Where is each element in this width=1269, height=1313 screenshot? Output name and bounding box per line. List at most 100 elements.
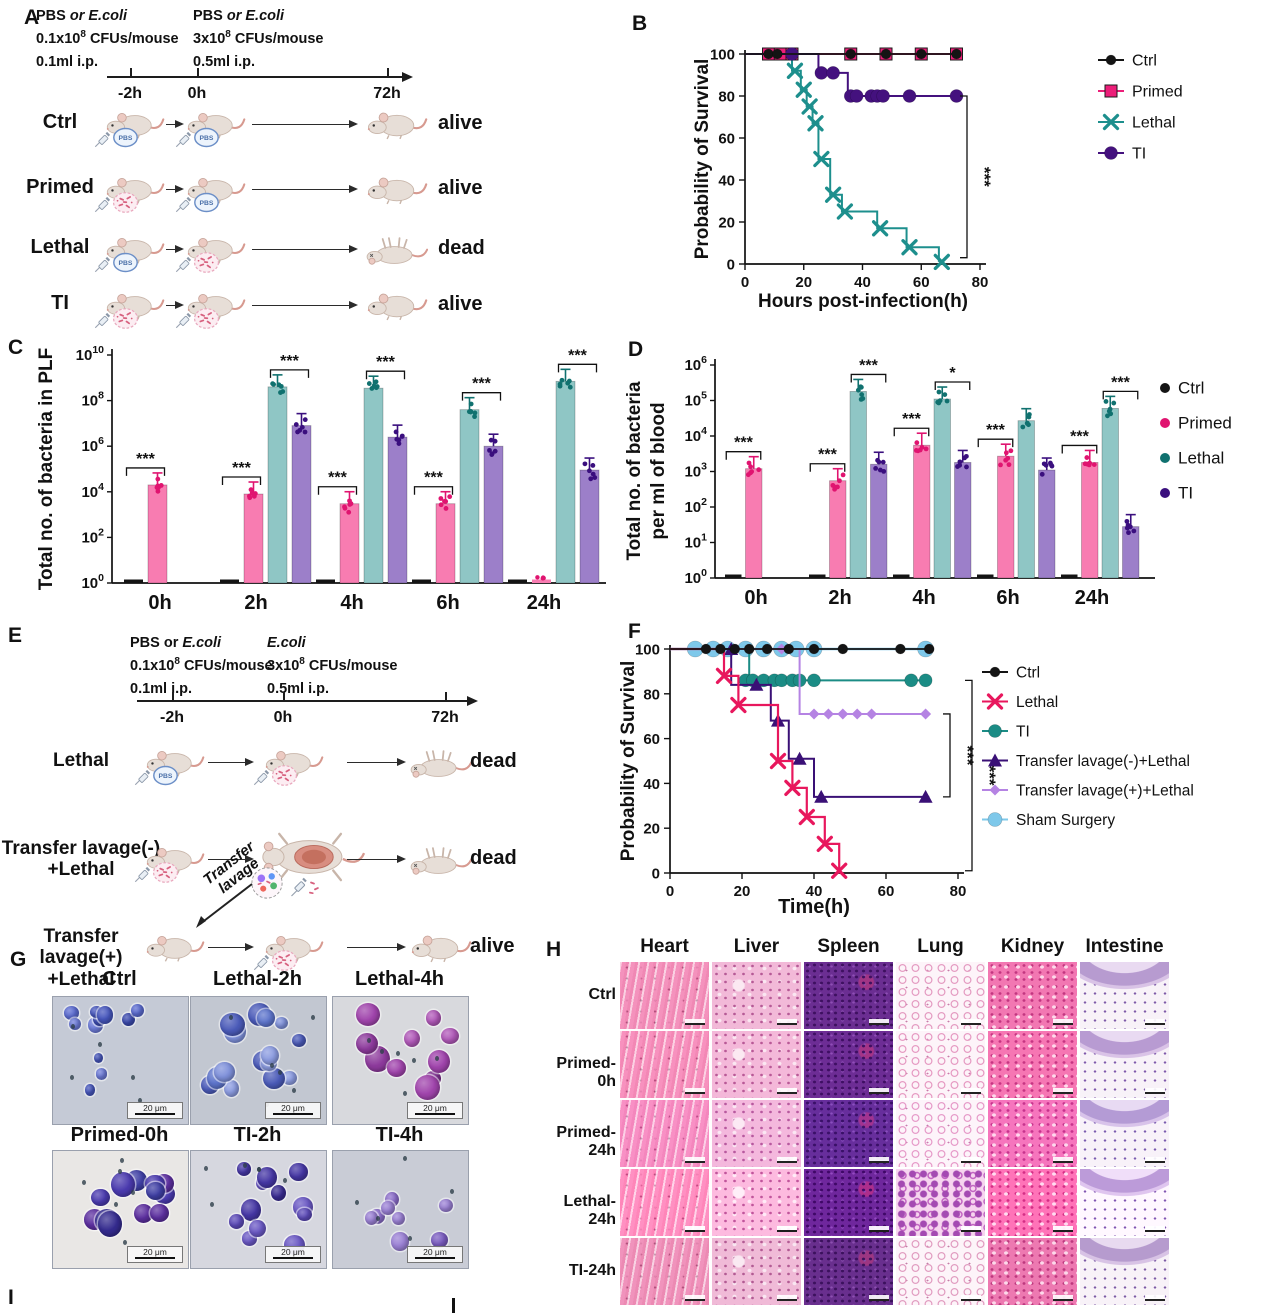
dose-line: PBS or E.coli [36,8,128,24]
x-cat-label: 2h [244,592,267,614]
data-dot [447,494,453,500]
mouse-icon-part [372,124,376,127]
ecoli-blob-part [122,317,128,320]
micrograph-title: Lethal-4h [355,968,444,990]
dose-line: PBS or E.coli [130,635,222,651]
lavage-dish-icon-part [260,885,267,892]
y-tick-label: 20 [718,215,735,232]
marker-circle [763,48,774,60]
ecoli-blob-part [125,320,130,325]
mouse-icon-part [411,935,472,963]
outcome-label: alive [438,177,483,199]
marker-circle [918,673,933,688]
mouse-icon-part [378,293,389,304]
marker-circle [915,48,927,60]
ecoli-blob-part [130,317,133,320]
mouse-icon-part [229,118,246,130]
syringe-icon-part [253,769,270,786]
data-dot [488,437,494,443]
ecoli-blob-part [200,313,206,317]
scale-bar [1053,1088,1073,1094]
dead-mouse-icon-part [411,248,428,258]
scale-bar [685,1088,705,1094]
mouse-icon-part [192,249,195,252]
mouse-icon-part [146,862,149,865]
marker-circle [729,643,741,655]
ecoli-blob-part [203,261,209,264]
dead-mouse-icon-part [410,750,472,778]
mouse-icon-part [106,192,109,195]
ecoli-blob-part [119,197,125,201]
marker-circle [715,643,726,655]
data-dot [472,410,478,416]
debris-speck [118,1169,123,1175]
marker-x [769,752,787,770]
group-label: Lethal [0,750,162,771]
cell [415,1075,440,1101]
marker-x [795,81,812,98]
x-cat-label: 4h [912,587,935,609]
micrograph-Ctrl: 20 μm [52,996,189,1125]
ecoli-blob-part [284,962,289,967]
marker-x [986,693,1004,710]
dose-text-0h: PBS or E.coli 3x108 CFUs/mouse 0.5ml i.p. [193,5,324,73]
cell [91,1188,110,1207]
timeline-tick-label: -2h [118,85,142,102]
data-dot [302,417,308,423]
ecoli-blob-part [275,957,278,960]
panel-f-letter: F [628,620,641,643]
scale-line [135,1257,175,1259]
scale-text: 20 μm [143,1103,167,1113]
panel-a-schematic: A PBS or E.coli 0.1x108 CFUs/mouse 0.1ml i… [0,0,620,332]
marker-x [784,779,801,797]
bar-Primed [147,484,168,584]
marker-diamond [866,708,878,720]
sig-bracket [960,95,968,259]
lavage-dish-icon-part [257,874,266,883]
ecoli-blob-part [284,777,289,782]
ecoli-blob [112,191,139,214]
x-tick-label: 0 [666,883,674,900]
histology-Lethal-24h-Kidney [988,1169,1077,1236]
x-cat-label: 0h [744,587,767,609]
sig-bracket [413,486,454,495]
ecoli-blob-part [166,866,171,870]
timeline-tick [197,68,200,78]
legend-label: Transfer lavage(-)+Lethal [1016,753,1190,770]
ecoli-blob-part [152,862,179,883]
cell [428,1050,451,1074]
scale-bar [869,1019,889,1025]
data-dot [1086,462,1092,468]
data-dot [1006,462,1012,468]
legend-label: Ctrl [1016,665,1040,682]
x-cat-label: 2h [828,587,851,609]
bar-TI [1038,469,1056,579]
dose-line: 3x108 CFUs/mouse [193,29,324,48]
marker-circle [904,673,919,688]
debris-speck [122,1239,127,1245]
micrograph-TI-2h: 20 μm [190,1150,327,1269]
marker-x [801,98,818,115]
sig-bracket [461,392,502,401]
data-dot [1107,406,1113,412]
sig-bracket [934,381,971,391]
histology-Primed-24h-Liver [712,1100,801,1167]
step-arrow [166,300,184,309]
timeline-axis: -2h 0h 72h [107,68,413,102]
debris-speck [210,1201,215,1207]
column-header-Liver: Liver [733,936,780,957]
tspan-decor: 10 [92,344,104,356]
micrograph-TI-4h: 20 μm [332,1150,469,1269]
scale-line [415,1113,455,1115]
bar-TI [1122,526,1140,579]
y-axis-title: Total no. of bacteria in PLF [36,348,57,590]
cropped-content-mark [452,1298,455,1313]
sig-bracket [1102,390,1139,400]
marker-circle [807,673,821,688]
y-tick-label: 20 [643,821,660,838]
syringe-bacteria-icon-part [291,877,319,897]
mouse-icon-part [368,301,387,316]
marker-circle [808,643,820,655]
ecoli-blob-part [271,765,298,786]
